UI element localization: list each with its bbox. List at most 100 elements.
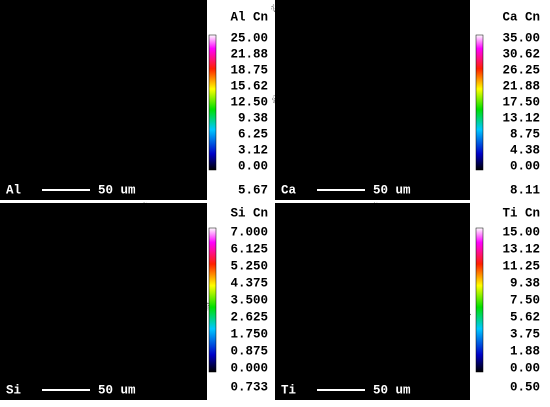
grain bbox=[45, 358, 54, 367]
grain bbox=[304, 317, 315, 328]
grain bbox=[454, 353, 461, 360]
grain bbox=[121, 374, 130, 382]
grain bbox=[435, 348, 444, 357]
particle bbox=[0, 203, 58, 272]
colorbar-tick-label: 18.75 bbox=[230, 63, 268, 77]
grain bbox=[272, 94, 282, 105]
grain bbox=[24, 136, 35, 147]
colorbar-tick-label: 17.50 bbox=[502, 95, 540, 109]
grain bbox=[35, 94, 46, 105]
grain bbox=[65, 363, 72, 370]
scale-bar-label: 50 um bbox=[373, 383, 411, 397]
grain bbox=[111, 238, 120, 247]
colorbar-title: Al Cn bbox=[230, 10, 268, 24]
particle bbox=[362, 333, 455, 387]
grain bbox=[165, 77, 176, 88]
grain bbox=[421, 40, 426, 45]
particle bbox=[93, 132, 191, 186]
grain bbox=[91, 233, 101, 244]
grain bbox=[319, 151, 324, 156]
grain bbox=[189, 343, 200, 354]
grain bbox=[344, 110, 355, 121]
grain bbox=[194, 258, 199, 263]
grain bbox=[55, 99, 64, 108]
grain bbox=[195, 130, 202, 137]
grain bbox=[77, 14, 86, 23]
colorbar-tick-label: 26.25 bbox=[502, 63, 540, 77]
colorbar-title: Ti Cn bbox=[502, 206, 540, 220]
grain bbox=[33, 311, 40, 318]
grain bbox=[86, 61, 93, 68]
mean-value: 5.67 bbox=[238, 183, 268, 197]
grain bbox=[56, 9, 67, 20]
grain bbox=[446, 0, 457, 9]
grain bbox=[289, 316, 294, 321]
grain bbox=[163, 295, 170, 302]
mean-value: 0.733 bbox=[230, 380, 268, 394]
grain bbox=[416, 343, 427, 354]
grain bbox=[324, 233, 335, 244]
grain bbox=[299, 274, 304, 279]
grain bbox=[309, 14, 314, 19]
colorbar-tick-label: 11.25 bbox=[502, 259, 540, 273]
grain bbox=[343, 238, 352, 247]
grain bbox=[431, 0, 436, 2]
grain bbox=[9, 45, 16, 52]
grain bbox=[152, 337, 159, 344]
grain bbox=[445, 306, 454, 315]
grain bbox=[303, 228, 312, 237]
colorbar-tick-label: 0.00 bbox=[510, 361, 540, 375]
grain bbox=[324, 15, 335, 26]
grain bbox=[183, 300, 188, 305]
grain bbox=[441, 135, 446, 140]
grain bbox=[131, 243, 138, 250]
colorbar-tick-label: 3.12 bbox=[238, 143, 268, 157]
grain bbox=[196, 40, 205, 49]
grain bbox=[142, 202, 149, 208]
grain bbox=[453, 264, 458, 269]
grain bbox=[279, 358, 283, 363]
grain bbox=[372, 162, 379, 169]
particle bbox=[62, 246, 129, 371]
scale-bar-label: 50 um bbox=[98, 183, 136, 197]
colorbar-tick-label: 0.00 bbox=[238, 159, 268, 173]
colorbar-tick-label: 9.38 bbox=[510, 276, 540, 290]
particle bbox=[0, 0, 58, 70]
grain bbox=[299, 56, 304, 61]
colorbar-tick-label: 13.12 bbox=[502, 242, 540, 256]
grain bbox=[118, 114, 125, 121]
colorbar-tick-label: 15.62 bbox=[230, 79, 268, 93]
grain bbox=[40, 8, 45, 13]
colorbar-tick-label: 25.00 bbox=[230, 31, 268, 45]
grain bbox=[98, 109, 107, 118]
particle bbox=[93, 333, 191, 387]
grain bbox=[313, 364, 322, 373]
map-particles bbox=[271, 0, 467, 186]
grain bbox=[85, 368, 90, 373]
grain bbox=[14, 217, 25, 228]
particle bbox=[62, 44, 129, 170]
grain bbox=[361, 332, 366, 337]
colorbar-tick-label: 9.38 bbox=[238, 111, 268, 125]
grain bbox=[329, 109, 334, 114]
element-map bbox=[275, 202, 471, 400]
grain bbox=[392, 77, 399, 84]
grain bbox=[372, 202, 379, 208]
grain bbox=[425, 212, 434, 221]
grain bbox=[271, 4, 279, 13]
grain bbox=[23, 264, 32, 273]
grain bbox=[352, 285, 359, 292]
grain bbox=[411, 82, 416, 87]
colorbar bbox=[475, 227, 484, 373]
colorbar-tick-label: 1.750 bbox=[230, 327, 268, 341]
grain bbox=[364, 25, 375, 36]
grain bbox=[314, 275, 325, 286]
colorbar-title: Si Cn bbox=[230, 206, 268, 220]
grain bbox=[332, 369, 339, 375]
grain bbox=[386, 291, 397, 302]
grain bbox=[8, 135, 13, 140]
colorbar-tick-label: 0.00 bbox=[510, 159, 540, 173]
particle bbox=[0, 76, 42, 140]
grain bbox=[20, 3, 27, 10]
